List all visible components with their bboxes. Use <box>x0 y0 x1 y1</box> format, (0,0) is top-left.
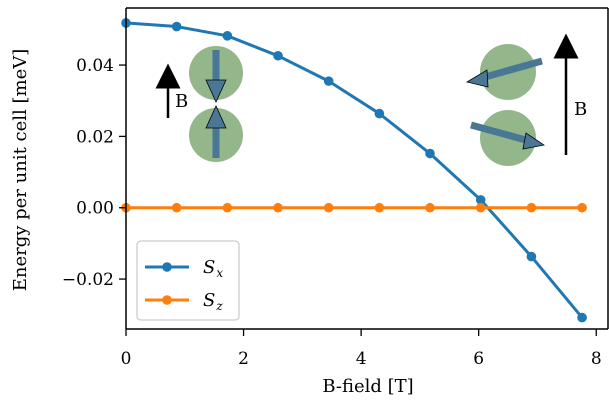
right-top-spin-arrow <box>477 57 543 83</box>
x-tick-label-4: 6 <box>473 349 484 369</box>
series-sx-point-5 <box>323 76 334 86</box>
x-axis-label: B-field [T] <box>322 376 413 397</box>
legend-box <box>136 240 240 321</box>
right-bottom-spin-arrow <box>470 121 534 146</box>
y-tick-label-3: 0.02 <box>76 127 114 147</box>
series-sz-point-7 <box>425 202 435 213</box>
legend-sx-label-subscript: x <box>216 266 223 280</box>
x-tick-label-1: 0 <box>121 349 132 369</box>
axes-group: B-field [T] Energy per unit cell [meV] 0… <box>10 7 609 397</box>
right-field-label: B <box>574 99 587 120</box>
left-top-spin-arrowhead <box>205 79 227 103</box>
series-sx-point-7 <box>425 148 435 159</box>
series-sz-point-5 <box>323 202 334 213</box>
series-sx-point-10 <box>577 312 587 323</box>
legend-sx-marker <box>162 262 172 272</box>
left-bottom-spin-arrowhead <box>205 105 227 129</box>
series-sx-point-6 <box>374 108 385 119</box>
inset-illustrations: B B <box>155 33 587 166</box>
series-sz-point-10 <box>577 202 587 213</box>
series-sz-point-4 <box>273 202 283 213</box>
legend-sz-label: Sz <box>203 290 223 313</box>
y-tick-label-1: −0.02 <box>62 270 114 290</box>
right-inset: B <box>465 33 587 166</box>
legend-sz-marker <box>162 295 172 305</box>
series-sz-point-8 <box>475 202 486 213</box>
legend-sz-label-main: S <box>203 290 215 311</box>
left-inset: B <box>155 46 243 162</box>
series-sz-point-6 <box>374 202 385 213</box>
y-tick-label-2: 0.00 <box>76 199 114 219</box>
series-sx-point-9 <box>526 251 537 262</box>
series-sx-point-3 <box>222 31 233 41</box>
legend-sx-label: Sx <box>203 257 223 280</box>
legend-sx-label-main: S <box>203 257 215 278</box>
x-tick-label-2: 2 <box>238 349 249 369</box>
y-axis-label: Energy per unit cell [meV] <box>10 49 31 292</box>
x-tick-label-3: 4 <box>356 349 367 369</box>
series-sx-point-4 <box>273 50 283 61</box>
x-tick-label-5: 8 <box>591 349 602 369</box>
y-tick-label-4: 0.04 <box>76 56 114 76</box>
series-sz-point-3 <box>222 202 233 213</box>
legend-sz-label-subscript: z <box>215 299 223 313</box>
series-sx-point-8 <box>475 195 486 205</box>
series-sz-point-9 <box>526 202 537 213</box>
right-bottom-spin-arrowhead <box>522 132 546 150</box>
series-sz-point-2 <box>171 202 182 213</box>
right-top-spin-arrowhead <box>465 69 489 88</box>
series-sx-line <box>124 21 584 320</box>
left-field-label: B <box>175 91 188 112</box>
series-sx-point-2 <box>171 21 182 32</box>
